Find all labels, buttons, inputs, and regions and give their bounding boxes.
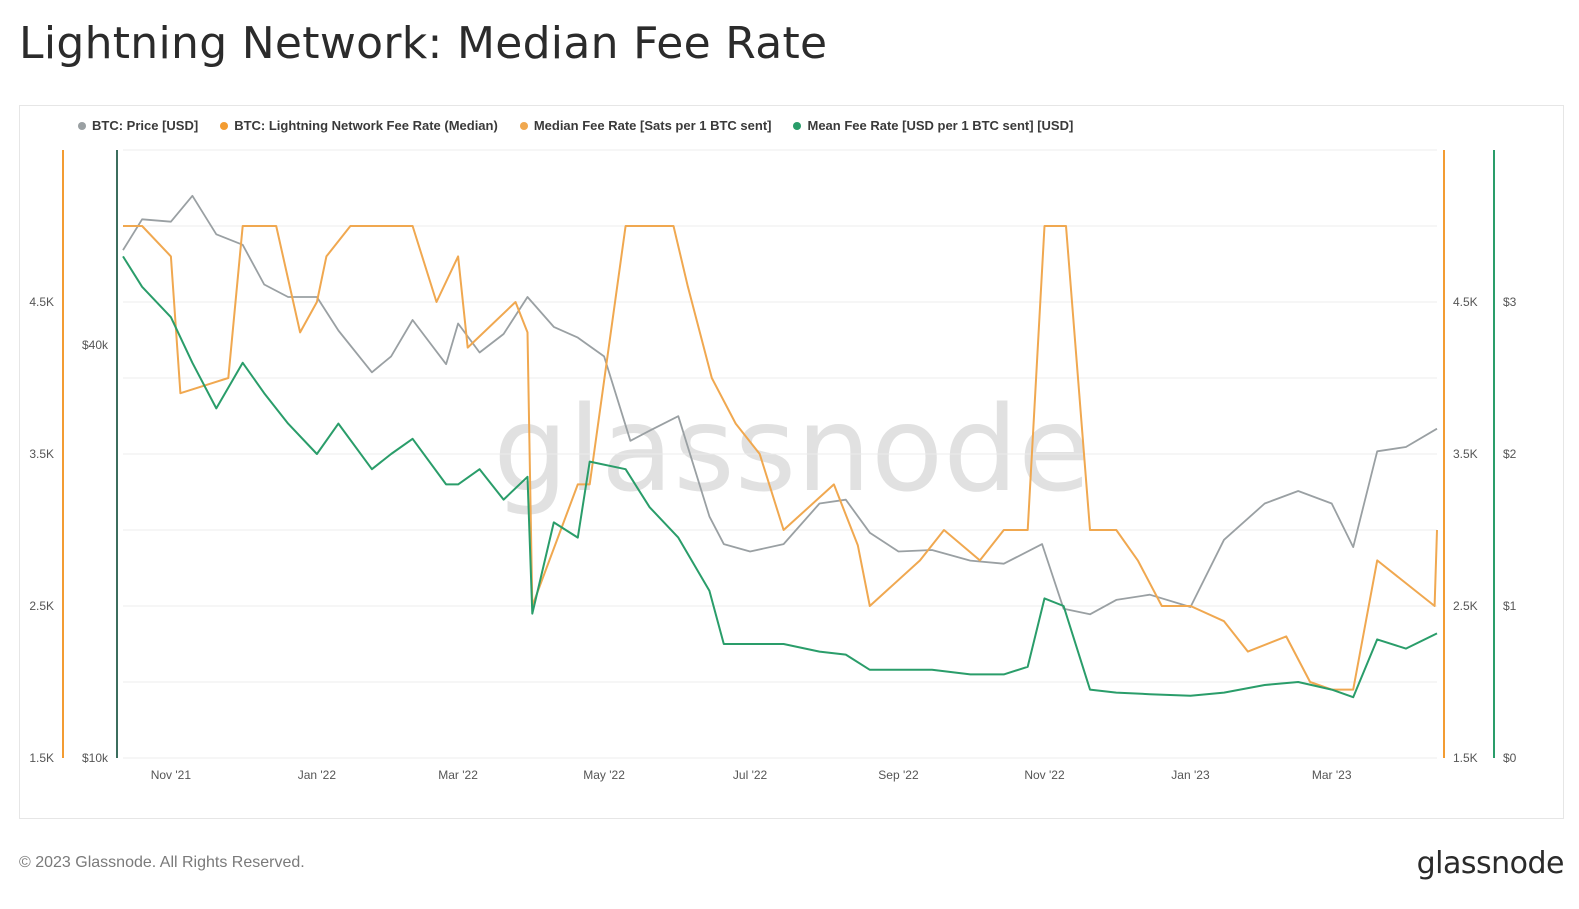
x-tick-label: Sep '22 — [878, 768, 919, 782]
page-title: Lightning Network: Median Fee Rate — [19, 18, 828, 69]
legend-dot-price — [78, 121, 86, 130]
legend-label-median-fee: Median Fee Rate [Sats per 1 BTC sent] — [533, 118, 772, 133]
x-tick-label: Jan '22 — [298, 768, 337, 782]
x-tick-label: Jan '23 — [1171, 768, 1210, 782]
chart-legend: BTC: Price [USD] BTC: Lightning Network … — [78, 118, 1073, 133]
glassnode-logo: glassnode — [1416, 846, 1565, 881]
chart-frame — [19, 105, 1564, 819]
x-tick-label: Mar '22 — [438, 768, 478, 782]
y-tick-right-usd: $1 — [1503, 599, 1517, 613]
legend-label-price: BTC: Price [USD] — [92, 118, 199, 133]
y-tick-right-sats: 3.5K — [1453, 447, 1478, 461]
y-tick-right-usd: $0 — [1503, 751, 1517, 765]
y-tick-left-sats: 4.5K — [29, 295, 54, 309]
legend-item-median-fee[interactable]: Median Fee Rate [Sats per 1 BTC sent] — [519, 118, 772, 133]
copyright-text: © 2023 Glassnode. All Rights Reserved. — [19, 854, 305, 871]
legend-label-ln-fee: BTC: Lightning Network Fee Rate (Median) — [234, 118, 498, 133]
legend-item-mean-fee[interactable]: Mean Fee Rate [USD per 1 BTC sent] [USD] — [793, 118, 1073, 133]
watermark-text: glassnode — [493, 380, 1090, 518]
y-tick-left-sats: 2.5K — [29, 599, 54, 613]
x-tick-label: May '22 — [583, 768, 625, 782]
x-tick-label: Mar '23 — [1312, 768, 1352, 782]
legend-label-mean-fee: Mean Fee Rate [USD per 1 BTC sent] [USD] — [807, 118, 1074, 133]
legend-dot-median-fee — [519, 121, 528, 130]
y-tick-left-price: $10k — [82, 751, 109, 765]
legend-item-price[interactable]: BTC: Price [USD] — [78, 118, 198, 133]
series-line-mean-fee-rate — [122, 255, 1438, 699]
legend-dot-ln-fee — [220, 121, 229, 130]
y-tick-right-sats: 1.5K — [1453, 751, 1478, 765]
y-tick-right-usd: $2 — [1503, 447, 1517, 461]
y-tick-right-sats: 2.5K — [1453, 599, 1478, 613]
legend-item-ln-fee[interactable]: BTC: Lightning Network Fee Rate (Median) — [220, 118, 498, 133]
legend-dot-mean-fee — [793, 121, 802, 130]
x-tick-label: Nov '22 — [1024, 768, 1065, 782]
series-line-median-fee-rate — [123, 225, 1438, 691]
y-tick-left-price: $40k — [82, 338, 109, 352]
y-tick-left-sats: 1.5K — [29, 751, 54, 765]
x-tick-label: Nov '21 — [151, 768, 192, 782]
x-tick-label: Jul '22 — [733, 768, 768, 782]
y-tick-left-sats: 3.5K — [29, 447, 54, 461]
y-tick-right-usd: $3 — [1503, 295, 1517, 309]
y-tick-right-sats: 4.5K — [1453, 295, 1478, 309]
